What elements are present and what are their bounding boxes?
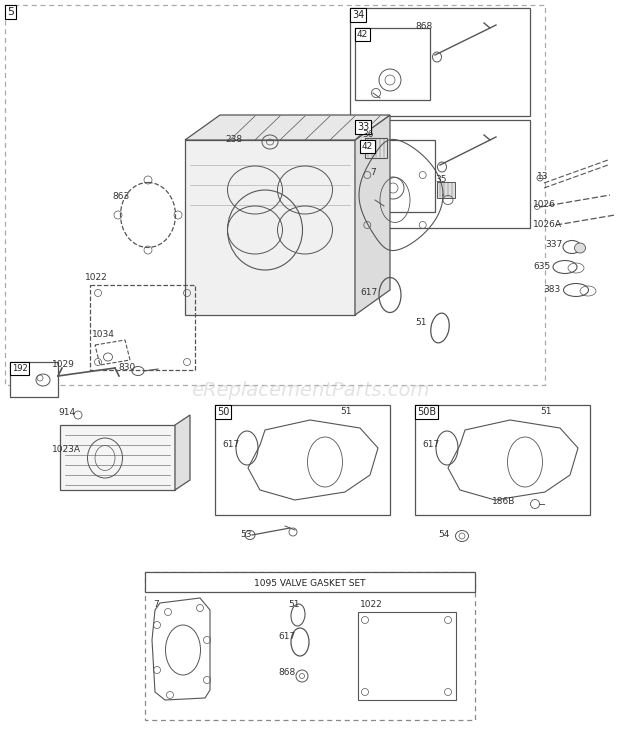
Polygon shape (185, 140, 355, 315)
Text: 1034: 1034 (92, 330, 115, 339)
Bar (415, 405, 590, 515)
Bar (365, 138, 387, 158)
Bar (355, 120, 530, 228)
Text: 7: 7 (370, 168, 376, 177)
Text: 51: 51 (288, 600, 299, 609)
Text: 1022: 1022 (85, 273, 108, 282)
Bar (145, 572, 475, 592)
Text: 53: 53 (240, 530, 252, 539)
Text: eReplacementParts.com: eReplacementParts.com (191, 380, 429, 400)
Text: 54: 54 (438, 530, 450, 539)
Text: 42: 42 (357, 30, 368, 39)
Bar (215, 405, 390, 515)
Text: 34: 34 (352, 10, 364, 20)
Text: 1026A: 1026A (533, 220, 562, 229)
Text: 50: 50 (217, 407, 229, 417)
Text: 1022: 1022 (360, 600, 383, 609)
Bar (5, 5, 545, 385)
Text: 36: 36 (362, 130, 373, 139)
Text: 1029: 1029 (52, 360, 75, 369)
Text: 42: 42 (362, 142, 373, 151)
Polygon shape (185, 115, 390, 140)
Text: 186B: 186B (492, 497, 515, 506)
Text: 617: 617 (360, 288, 377, 297)
Text: 51: 51 (540, 407, 552, 416)
Text: 830: 830 (118, 363, 135, 372)
Text: 617: 617 (222, 440, 239, 449)
Text: 50B: 50B (417, 407, 436, 417)
Text: 383: 383 (543, 285, 560, 294)
Polygon shape (355, 115, 390, 315)
Text: 51: 51 (415, 318, 427, 327)
Text: 914: 914 (58, 408, 75, 417)
Text: 1095 VALVE GASKET SET: 1095 VALVE GASKET SET (254, 580, 366, 589)
Ellipse shape (575, 243, 585, 253)
Bar (437, 182, 455, 198)
Text: 617: 617 (422, 440, 439, 449)
Bar (90, 285, 195, 370)
Polygon shape (175, 415, 190, 490)
Text: 1026: 1026 (533, 200, 556, 209)
Text: 7: 7 (153, 600, 159, 609)
Text: 1023A: 1023A (52, 445, 81, 454)
Text: 617: 617 (278, 632, 295, 641)
Text: 33: 33 (357, 122, 370, 132)
Text: 192: 192 (12, 364, 28, 373)
Text: 13: 13 (537, 172, 549, 181)
Polygon shape (60, 425, 175, 490)
Bar (350, 8, 530, 116)
Text: 863: 863 (112, 192, 129, 201)
Text: 868: 868 (278, 668, 295, 677)
Bar (360, 140, 435, 212)
Bar (355, 28, 430, 100)
Text: 35: 35 (435, 175, 446, 184)
Text: 5: 5 (7, 7, 14, 17)
Text: 51: 51 (340, 407, 352, 416)
Text: 238: 238 (225, 135, 242, 144)
Bar (10, 362, 58, 397)
Bar (358, 612, 456, 700)
Bar (145, 572, 475, 720)
Text: 337: 337 (545, 240, 562, 249)
Text: 868: 868 (415, 22, 432, 31)
Text: 635: 635 (533, 262, 550, 271)
